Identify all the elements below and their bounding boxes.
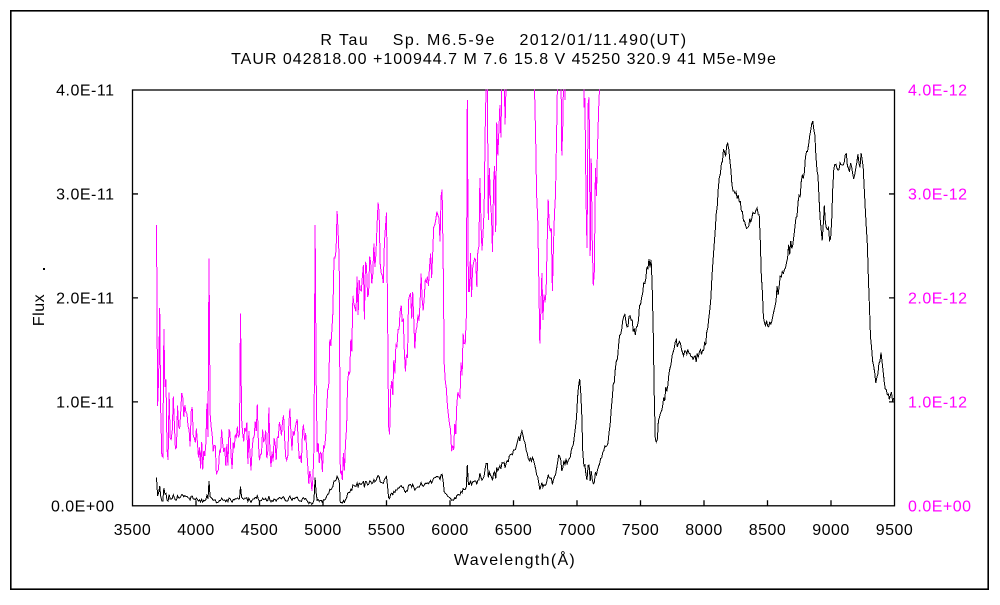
- svg-text:1.0E-11: 1.0E-11: [56, 395, 114, 412]
- svg-text:9000: 9000: [812, 522, 850, 539]
- svg-text:3500: 3500: [114, 522, 152, 539]
- svg-text:5500: 5500: [368, 522, 406, 539]
- svg-text:4.0E-11: 4.0E-11: [56, 83, 114, 100]
- svg-text:3.0E-11: 3.0E-11: [56, 187, 114, 204]
- svg-text:8000: 8000: [685, 522, 723, 539]
- svg-text:7000: 7000: [558, 522, 596, 539]
- svg-text:4000: 4000: [177, 522, 215, 539]
- svg-text:4500: 4500: [241, 522, 279, 539]
- svg-text:9500: 9500: [876, 522, 914, 539]
- svg-text:2.0E-12: 2.0E-12: [908, 291, 968, 308]
- svg-text:0.0E+00: 0.0E+00: [908, 498, 972, 515]
- svg-text:4.0E-12: 4.0E-12: [908, 83, 968, 100]
- svg-text:R Tau Sp. M6.5-9e 2012/0: R Tau Sp. M6.5-9e 2012/01/11.490(UT): [320, 32, 687, 49]
- svg-text:TAUR 042818.00 +100944.7 M 7.6: TAUR 042818.00 +100944.7 M 7.6 15.8 V 45…: [231, 51, 777, 68]
- svg-text:1.0E-12: 1.0E-12: [908, 395, 968, 412]
- svg-text:5000: 5000: [304, 522, 342, 539]
- svg-text:7500: 7500: [622, 522, 660, 539]
- svg-text:3.0E-12: 3.0E-12: [908, 187, 968, 204]
- svg-text:0.0E+00: 0.0E+00: [51, 498, 115, 515]
- svg-text:2.0E-11: 2.0E-11: [56, 291, 114, 308]
- svg-text:6500: 6500: [495, 522, 533, 539]
- svg-text:8500: 8500: [749, 522, 787, 539]
- svg-text:Flux: Flux: [31, 294, 48, 326]
- svg-text:Wavelength(Å): Wavelength(Å): [454, 550, 576, 569]
- svg-text:6000: 6000: [431, 522, 469, 539]
